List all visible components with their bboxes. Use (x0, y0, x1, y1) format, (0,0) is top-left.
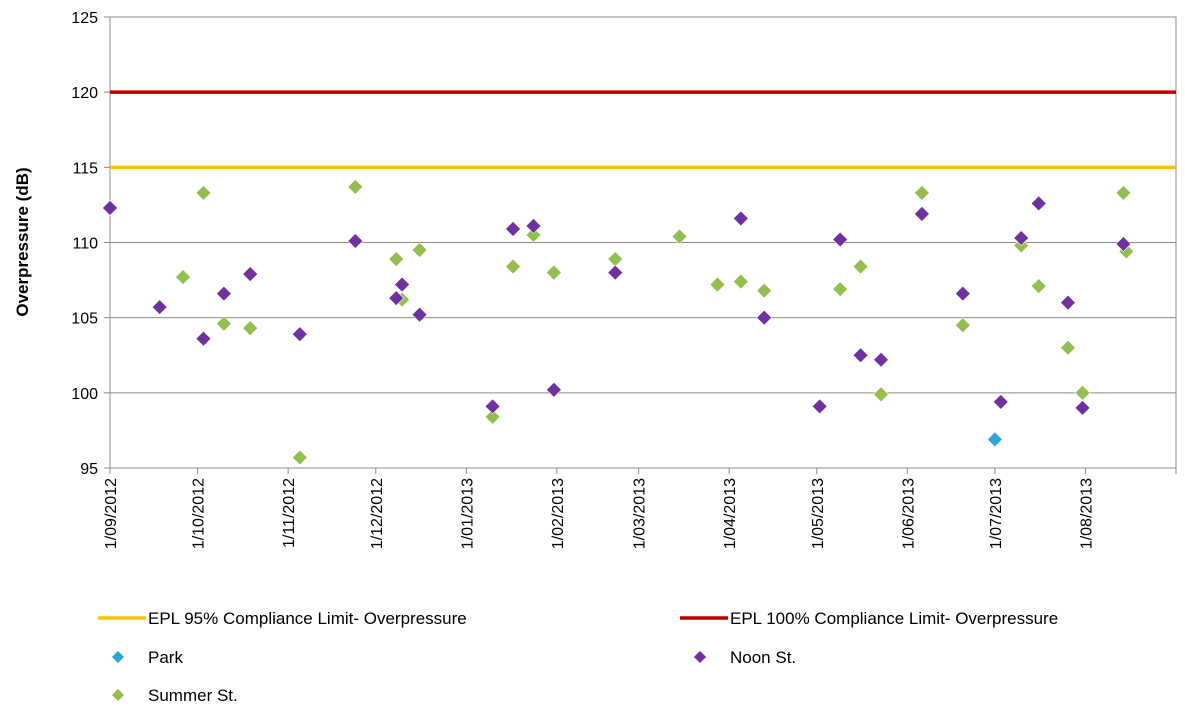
noon-st-point (954, 285, 971, 302)
y-tick-label: 125 (71, 10, 98, 27)
summer-st-point (388, 251, 405, 267)
noon-st-point (388, 290, 405, 307)
summer-st-point (484, 408, 501, 425)
x-tick-label: 1/01/2013 (459, 478, 476, 549)
noon-st-point (873, 351, 889, 368)
x-tick-label: 1/08/2013 (1078, 478, 1095, 549)
noon-st-point (525, 218, 542, 234)
summer-st-point (873, 386, 889, 403)
summer-st-point (347, 178, 364, 195)
noon-st-point (1013, 230, 1030, 246)
summer-st-point (732, 273, 749, 290)
noon-st-point (732, 210, 749, 227)
x-tick-label: 1/06/2013 (900, 478, 917, 549)
summer-st-point (411, 242, 428, 258)
noon-st-point (756, 309, 773, 326)
noon-st-point (992, 393, 1009, 410)
noon-st-point (242, 266, 259, 282)
noon-st-point (1115, 236, 1132, 252)
x-tick-label: 1/04/2013 (722, 478, 739, 549)
summer-st-point (215, 315, 232, 332)
x-tick-label: 1/07/2013 (988, 478, 1005, 549)
y-axis: 95 100 105 110 115 120 125 (71, 10, 110, 478)
summer-st-point (525, 227, 542, 243)
noon-st-point (607, 264, 624, 281)
noon-st-point (151, 299, 168, 316)
summer-st-point (1115, 184, 1132, 201)
summer-st-point (195, 184, 212, 201)
noon-st-point (347, 233, 364, 249)
noon-st-point (102, 199, 118, 216)
summer-st-point (954, 317, 971, 334)
legend-marker-swatch (693, 650, 707, 664)
y-tick-label: 115 (72, 160, 98, 177)
summer-st-point (291, 449, 308, 466)
summer-st-point (913, 184, 930, 201)
y-tick-label: 105 (71, 311, 98, 328)
noon-st-point (411, 306, 428, 323)
x-tick-label: 1/12/2012 (369, 478, 386, 549)
data-points (102, 178, 1135, 466)
park-point (987, 431, 1003, 448)
noon-st-point (913, 206, 930, 222)
x-tick-label: 1/05/2013 (810, 478, 827, 549)
legend-label: EPL 100% Compliance Limit- Overpressure (730, 609, 1058, 628)
summer-st-point (1060, 339, 1076, 356)
legend-label: Summer St. (148, 686, 238, 705)
noon-st-point (1030, 195, 1047, 212)
noon-st-point (291, 326, 308, 343)
noon-st-point (811, 398, 828, 415)
legend-marker-swatch (111, 650, 125, 664)
noon-st-point (394, 276, 410, 293)
legend-label: EPL 95% Compliance Limit- Overpressure (148, 609, 467, 628)
summer-st-point (709, 276, 726, 293)
summer-st-point (852, 258, 869, 275)
noon-st-point (484, 398, 501, 415)
y-tick-label: 120 (71, 85, 98, 102)
x-tick-label: 1/11/2012 (281, 478, 298, 548)
noon-st-point (1060, 294, 1076, 311)
noon-st-point (215, 285, 232, 302)
summer-st-point (1030, 278, 1047, 295)
x-tick-label: 1/03/2013 (632, 478, 649, 549)
legend-label: Park (148, 648, 183, 667)
noon-st-point (505, 221, 521, 237)
y-tick-label: 100 (71, 386, 98, 403)
summer-st-point (242, 320, 259, 337)
noon-st-point (545, 381, 562, 398)
x-tick-label: 1/02/2013 (550, 478, 567, 549)
legend: EPL 95% Compliance Limit- Overpressure EP… (98, 609, 1058, 705)
summer-st-point (175, 269, 191, 286)
x-tick-label: 1/09/2012 (103, 478, 120, 549)
noon-st-point (832, 231, 849, 248)
legend-label: Noon St. (730, 648, 796, 667)
noon-st-point (852, 347, 869, 364)
summer-st-point (505, 258, 521, 275)
noon-st-point (1074, 399, 1091, 416)
x-axis: 1/09/2012 1/10/2012 1/11/2012 1/12/2012 1/01… (103, 468, 1177, 549)
legend-marker-swatch (111, 688, 125, 702)
summer-st-point (545, 264, 562, 281)
y-tick-label: 95 (80, 461, 98, 478)
x-tick-label: 1/10/2012 (191, 478, 208, 549)
summer-st-point (832, 281, 849, 298)
noon-st-point (195, 330, 212, 347)
summer-st-point (756, 282, 773, 299)
summer-st-point (671, 228, 688, 245)
limit-lines (110, 90, 1176, 170)
y-tick-label: 110 (72, 236, 98, 253)
y-axis-label: Overpressure (dB) (13, 167, 32, 316)
